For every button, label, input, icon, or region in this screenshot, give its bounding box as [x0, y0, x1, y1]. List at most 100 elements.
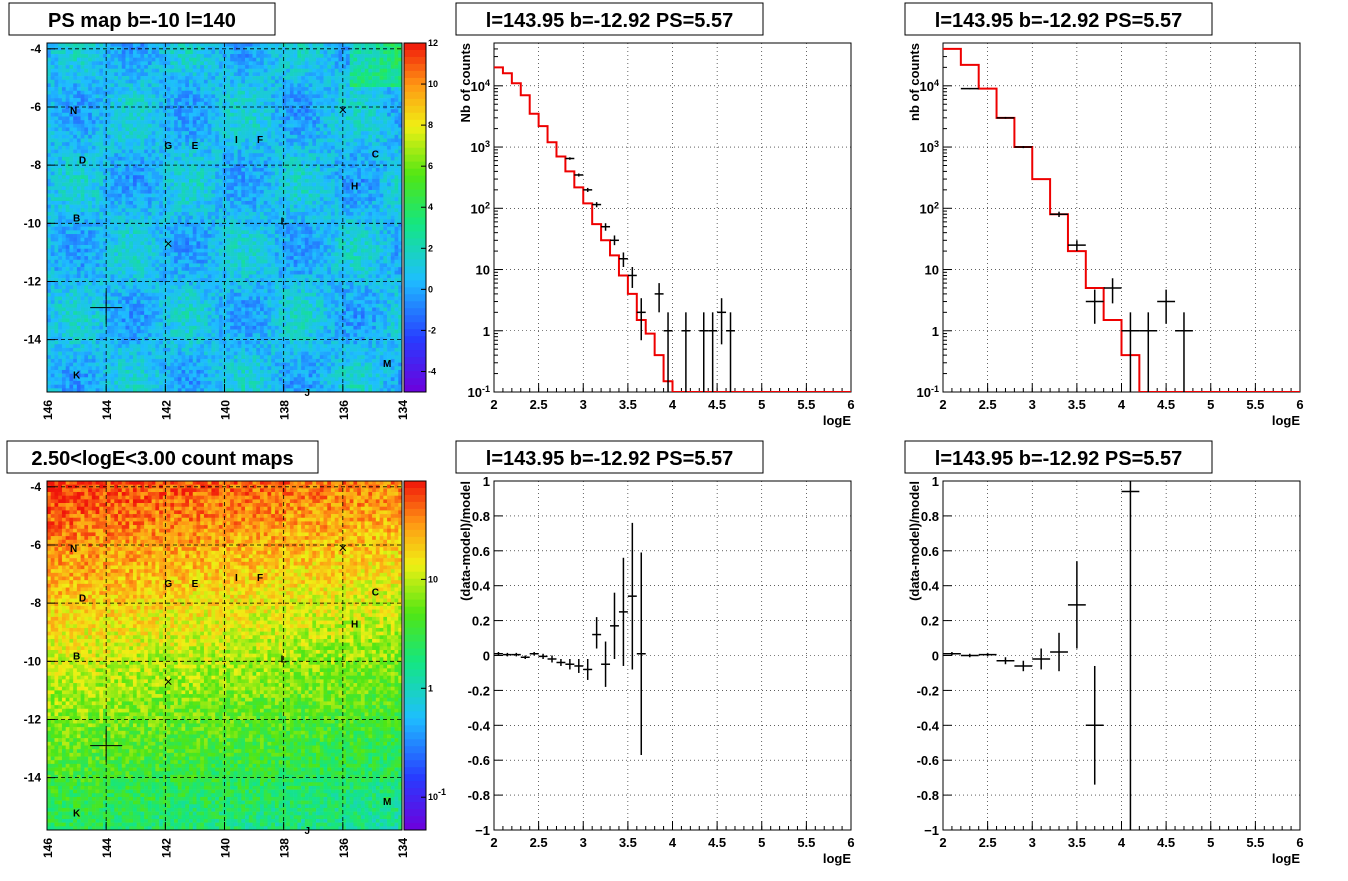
data-points — [565, 157, 735, 392]
data-point — [1122, 481, 1140, 830]
y-tick-label: -8 — [30, 596, 41, 610]
data-point — [565, 157, 574, 159]
source-label: B — [73, 214, 80, 225]
y-axis-label: (data-model)/model — [907, 481, 922, 601]
x-tick-label: 140 — [219, 838, 233, 858]
data-point — [997, 657, 1015, 664]
data-point — [717, 298, 726, 344]
source-label: H — [351, 620, 358, 631]
y-tick-label: 0.6 — [472, 544, 490, 559]
x-tick-label: 4 — [669, 397, 677, 412]
y-tick-label: -10 — [24, 216, 42, 230]
y-tick-label: -14 — [24, 771, 42, 785]
y-tick-label: -0.8 — [917, 788, 939, 803]
source-label: L — [281, 216, 287, 227]
chart-title: l=143.95 b=-12.92 PS=5.57 — [486, 10, 733, 32]
y-tick-label: -0.6 — [468, 753, 490, 768]
source-label: G — [164, 141, 172, 152]
data-point — [628, 523, 637, 670]
x-tick-label: 144 — [100, 838, 114, 858]
x-tick-label: 136 — [337, 838, 351, 858]
data-point — [610, 235, 619, 245]
grid — [494, 43, 851, 392]
x-tick-label: 2.5 — [530, 835, 548, 850]
data-point — [1139, 312, 1157, 392]
x-axis-label: logE — [823, 851, 851, 866]
colorbar-tick-label: 10-1 — [428, 787, 446, 802]
data-point — [708, 312, 717, 392]
x-tick-label: 3.5 — [619, 397, 637, 412]
x-tick-label: 3.5 — [1068, 397, 1086, 412]
x-tick-label: 5.5 — [797, 835, 815, 850]
data-point — [997, 117, 1015, 119]
y-tick-label: −1 — [475, 823, 490, 838]
y-tick-label: 104 — [920, 78, 939, 94]
x-tick-label: 144 — [100, 400, 114, 420]
chart-title: PS map b=-10 l=140 — [48, 10, 236, 32]
source-label: K — [73, 371, 81, 382]
data-point — [1157, 290, 1175, 324]
y-axis-label: Nb of counts — [458, 43, 473, 122]
x-tick-label: 134 — [396, 400, 410, 420]
y-tick-label: 0 — [932, 649, 939, 664]
y-tick-label: -14 — [24, 333, 42, 347]
data-point — [655, 283, 664, 312]
y-tick-label: 103 — [920, 139, 939, 155]
data-point — [1068, 240, 1086, 251]
data-point — [592, 202, 601, 207]
y-tick-label: -8 — [30, 158, 41, 172]
source-label: I — [235, 135, 238, 146]
grid — [943, 481, 1300, 830]
x-tick-label: 5.5 — [1246, 835, 1264, 850]
data-point — [592, 617, 601, 648]
colorbar-tick-label: 8 — [428, 120, 433, 130]
y-tick-label: -4 — [30, 480, 41, 494]
colorbar-tick-label: 10 — [428, 574, 438, 584]
x-tick-label: 138 — [278, 400, 292, 420]
colorbar-tick-label: 1 — [428, 683, 433, 693]
colorbar-tick-label: -2 — [428, 325, 436, 335]
colorbar-tick-label: -4 — [428, 366, 436, 376]
y-tick-label: 102 — [471, 200, 490, 216]
data-point — [565, 659, 574, 669]
data-point — [583, 188, 592, 192]
data-point — [548, 656, 557, 663]
source-label: L — [281, 654, 287, 665]
x-tick-label: 6 — [847, 835, 854, 850]
source-label: F — [257, 573, 263, 584]
y-tick-label: -0.4 — [917, 718, 940, 733]
x-tick-label: 3.5 — [1068, 835, 1086, 850]
x-tick-label: 4.5 — [1157, 397, 1175, 412]
x-tick-label: 5 — [758, 835, 765, 850]
chart-title: 2.50<logE<3.00 count maps — [31, 448, 293, 470]
x-tick-label: 138 — [278, 838, 292, 858]
y-tick-label: -0.2 — [468, 683, 490, 698]
data-point — [628, 267, 637, 288]
source-label: F — [257, 135, 263, 146]
data-point — [1104, 278, 1122, 303]
y-tick-label: -0.8 — [468, 788, 490, 803]
source-label: C — [372, 588, 379, 599]
x-tick-label: 4.5 — [1157, 835, 1175, 850]
data-point — [503, 653, 512, 656]
y-tick-label: 0.2 — [472, 614, 490, 629]
y-tick-label: -10 — [24, 654, 42, 668]
data-point — [637, 553, 646, 755]
data-point — [1086, 290, 1104, 324]
x-axis-label: logE — [823, 413, 851, 428]
y-tick-label: -12 — [24, 274, 42, 288]
x-tick-label: 136 — [337, 400, 351, 420]
y-tick-label: 0.8 — [472, 509, 490, 524]
y-tick-label: 0.4 — [921, 579, 940, 594]
x-tick-label: 3 — [1029, 835, 1036, 850]
source-label: N — [70, 544, 77, 555]
source-label: J — [305, 388, 311, 399]
data-point — [539, 654, 548, 659]
source-label: N — [70, 106, 77, 117]
